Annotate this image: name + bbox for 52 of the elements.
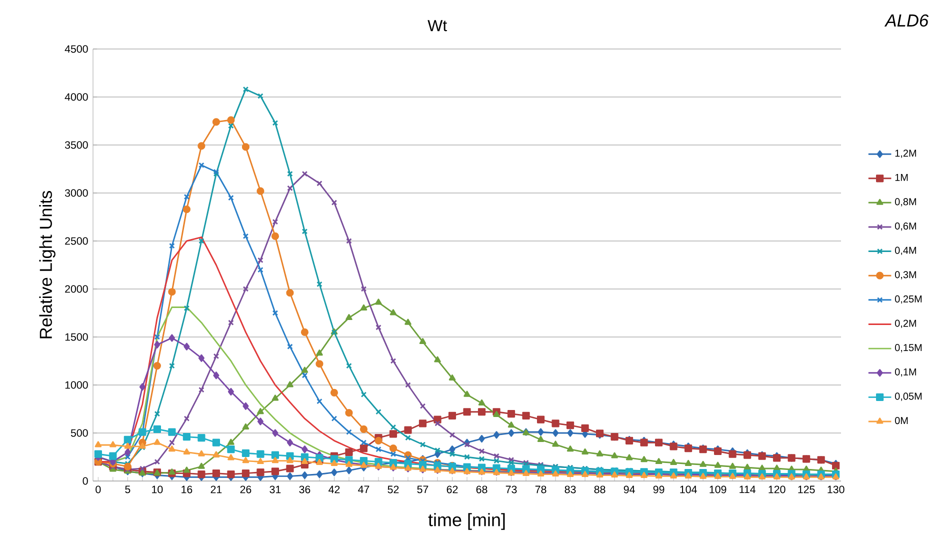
legend-label: 1,2M <box>895 150 916 158</box>
y-tick-label: 0 <box>82 477 88 485</box>
x-tick-label: 5 <box>125 486 130 494</box>
x-tick-label: 78 <box>535 486 546 494</box>
text: ALD6 <box>884 14 929 27</box>
x-tick-label: 0 <box>96 486 101 494</box>
y-tick-label: 1500 <box>65 333 88 341</box>
legend-label: 0,1M <box>895 368 916 377</box>
x-tick-label: 73 <box>506 486 517 494</box>
y-tick-label: 4000 <box>64 93 88 101</box>
x-tick-label: 120 <box>768 486 786 494</box>
legend-label: 0,6M <box>895 222 916 231</box>
y-tick-label: 2500 <box>65 237 88 245</box>
x-tick-label: 83 <box>564 486 576 494</box>
legend-label: 0,25M <box>895 295 922 304</box>
x-tick-label: 21 <box>210 486 222 494</box>
legend-label: 0,4M <box>895 246 916 256</box>
y-axis-title: Relative Light Units <box>39 190 56 338</box>
y-tick-label: 3500 <box>64 141 88 149</box>
legend-label: 0M <box>895 417 908 424</box>
x-tick-label: 114 <box>740 486 756 494</box>
x-tick-label: 88 <box>594 486 606 494</box>
legend-label: 0,8M <box>895 198 916 206</box>
legend-label: 0,15M <box>895 344 922 352</box>
x-tick-label: 109 <box>710 486 726 494</box>
x-tick-label: 94 <box>624 486 635 494</box>
y-tick-label: 4500 <box>64 45 88 53</box>
x-tick-label: 125 <box>798 486 815 494</box>
x-tick-label: 99 <box>653 486 664 494</box>
x-tick-label: 26 <box>240 486 252 494</box>
y-tick-label: 500 <box>70 429 88 437</box>
legend-label: 1M <box>895 174 908 181</box>
chart-title: Wt <box>428 20 447 32</box>
x-tick-label: 10 <box>152 486 163 494</box>
x-tick-label: 16 <box>182 486 192 494</box>
x-tick-label: 47 <box>358 486 370 494</box>
x-tick-label: 36 <box>299 486 310 494</box>
x-tick-label: 130 <box>828 486 844 494</box>
y-tick-label: 1000 <box>65 381 88 389</box>
x-tick-label: 57 <box>417 486 428 494</box>
y-tick-label: 2000 <box>65 285 88 293</box>
x-tick-label: 52 <box>388 486 399 494</box>
legend-label: 0,05M <box>895 392 922 401</box>
legend-label: 0,3M <box>895 271 916 280</box>
x-tick-label: 31 <box>270 486 281 494</box>
x-tick-label: 42 <box>328 486 340 494</box>
x-tick-label: 104 <box>680 486 697 494</box>
y-tick-label: 3000 <box>64 189 88 197</box>
legend-label: 0,2M <box>895 320 916 328</box>
x-axis-title: time [min] <box>428 513 505 530</box>
x-tick-label: 62 <box>446 486 458 494</box>
x-tick-label: 68 <box>476 486 488 494</box>
